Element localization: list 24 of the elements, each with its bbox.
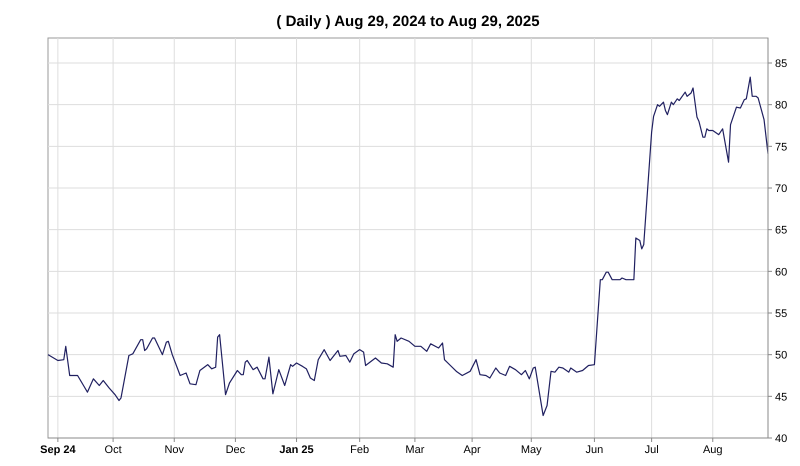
y-tick-label: 50	[775, 350, 788, 362]
y-tick-label: 40	[775, 433, 788, 445]
x-tick-label: May	[520, 444, 542, 456]
y-tick-label: 45	[775, 391, 788, 404]
x-tick-label: Oct	[104, 444, 122, 456]
chart-title: ( Daily ) Aug 29, 2024 to Aug 29, 2025	[276, 13, 540, 30]
y-tick-label: 65	[775, 224, 788, 237]
x-tick-label: Sep 24	[40, 444, 76, 456]
x-tick-label: Jul	[644, 444, 659, 456]
x-tick-label: Feb	[350, 444, 370, 456]
x-tick-label: Aug	[702, 444, 723, 456]
y-tick-label: 80	[775, 100, 788, 112]
x-tick-label: Dec	[226, 444, 246, 456]
x-tick-label: Apr	[464, 444, 481, 456]
y-tick-label: 75	[775, 141, 788, 154]
y-tick-label: 70	[775, 183, 788, 195]
x-tick-label: Mar	[405, 444, 425, 456]
y-tick-label: 85	[775, 58, 788, 70]
line-series	[47, 76, 769, 416]
y-tick-label: 55	[775, 308, 788, 320]
x-tick-label: Jan 25	[279, 444, 314, 456]
x-tick-label: Nov	[164, 444, 185, 456]
x-tick-label: Jun	[586, 444, 604, 456]
y-tick-label: 60	[775, 266, 788, 278]
